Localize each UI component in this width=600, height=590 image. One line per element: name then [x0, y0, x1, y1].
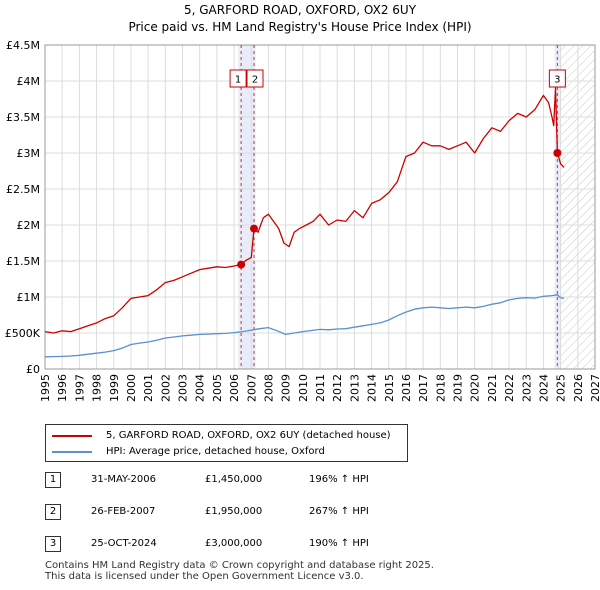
- x-tick-label: 2003: [177, 374, 190, 402]
- x-tick-label: 2001: [142, 374, 155, 402]
- sale-number-badge: 1: [45, 472, 61, 488]
- x-tick-label: 2005: [211, 374, 224, 402]
- x-tick-label: 2013: [348, 374, 361, 402]
- series-line-property: [44, 87, 565, 334]
- sale-hpi-change: 267% ↑ HPI: [309, 506, 369, 517]
- x-tick-label: 2000: [125, 374, 138, 402]
- x-tick-label: 1995: [39, 374, 52, 402]
- sale-number-label: 1: [235, 75, 241, 86]
- series-line-hpi: [44, 294, 565, 358]
- chart-legend: 5, GARFORD ROAD, OXFORD, OX2 6UY (detach…: [45, 424, 408, 462]
- x-tick-label: 2027: [589, 374, 600, 402]
- x-tick-label: 2020: [469, 374, 482, 402]
- x-tick-label: 2017: [417, 374, 430, 402]
- x-tick-label: 2025: [555, 374, 568, 402]
- y-tick-label: £2.5M: [6, 183, 40, 196]
- legend-label-property: 5, GARFORD ROAD, OXFORD, OX2 6UY (detach…: [106, 430, 391, 441]
- x-tick-label: 2006: [228, 374, 241, 402]
- x-tick-label: 2009: [280, 374, 293, 402]
- sale-number-badge: 3: [45, 536, 61, 552]
- sale-number-marker: 3: [548, 69, 566, 88]
- x-tick-label: 1996: [56, 374, 69, 402]
- y-tick-label: £3.5M: [6, 111, 40, 124]
- x-tick-label: 2004: [194, 374, 207, 402]
- x-tick-label: 2012: [331, 374, 344, 402]
- sale-row: 1 31-MAY-2006 £1,450,000 196% ↑ HPI: [45, 472, 465, 492]
- sale-number-marker: 1: [229, 69, 247, 88]
- sale-number-badge: 2: [45, 504, 61, 520]
- sale-hpi-change: 196% ↑ HPI: [309, 474, 369, 485]
- plot-frame: [44, 44, 596, 370]
- legend-swatch-hpi: [52, 451, 92, 453]
- chart-subtitle: Price paid vs. HM Land Registry's House …: [128, 20, 471, 34]
- chart-title: 5, GARFORD ROAD, OXFORD, OX2 6UY: [184, 3, 417, 17]
- price-chart: 5, GARFORD ROAD, OXFORD, OX2 6UY Price p…: [5, 3, 600, 402]
- y-tick-label: £2M: [17, 219, 41, 232]
- y-tick-label: £1M: [17, 291, 41, 304]
- y-tick-label: £4.5M: [6, 39, 40, 52]
- sale-number-box: [548, 69, 566, 88]
- x-tick-label: 2026: [572, 374, 585, 402]
- y-tick-label: £3M: [17, 147, 41, 160]
- sale-point: [250, 224, 258, 233]
- y-tick-label: £0: [26, 363, 40, 376]
- sale-number-box: [246, 69, 264, 88]
- sale-date: 25-OCT-2024: [91, 538, 157, 549]
- legend-swatch-property: [52, 435, 92, 437]
- x-tick-label: 2015: [383, 374, 396, 402]
- footer-attribution: Contains HM Land Registry data © Crown c…: [45, 560, 434, 582]
- sale-date: 31-MAY-2006: [91, 474, 157, 485]
- sale-row: 3 25-OCT-2024 £3,000,000 190% ↑ HPI: [45, 536, 465, 556]
- x-tick-label: 2010: [297, 374, 310, 402]
- sale-price: £1,450,000: [205, 474, 263, 485]
- x-tick-label: 2019: [452, 374, 465, 402]
- x-tick-label: 2021: [486, 374, 499, 402]
- sale-row: 2 26-FEB-2007 £1,950,000 267% ↑ HPI: [45, 504, 465, 524]
- sale-number-marker: 2: [246, 69, 264, 88]
- x-tick-label: 2018: [434, 374, 447, 402]
- x-tick-label: 2023: [520, 374, 533, 402]
- y-tick-label: £4M: [17, 75, 41, 88]
- sale-price: £1,950,000: [205, 506, 263, 517]
- x-tick-label: 2014: [366, 374, 379, 402]
- sale-date: 26-FEB-2007: [91, 506, 156, 517]
- sale-price: £3,000,000: [205, 538, 263, 549]
- x-tick-label: 2007: [245, 374, 258, 402]
- sale-hpi-change: 190% ↑ HPI: [309, 538, 369, 549]
- footer-line-copyright: Contains HM Land Registry data © Crown c…: [45, 560, 434, 571]
- x-tick-label: 2008: [262, 374, 275, 402]
- footer-line-licence: This data is licensed under the Open Gov…: [45, 571, 364, 582]
- x-tick-label: 2022: [503, 374, 516, 402]
- x-tick-label: 2002: [159, 374, 172, 402]
- x-tick-label: 2024: [537, 374, 550, 402]
- sale-number-label: 3: [554, 75, 560, 86]
- x-tick-label: 2011: [314, 374, 327, 402]
- x-tick-label: 1998: [91, 374, 104, 402]
- x-tick-label: 1997: [73, 374, 86, 402]
- x-tick-label: 2016: [400, 374, 413, 402]
- x-tick-label: 1999: [108, 374, 121, 402]
- y-tick-label: £1.5M: [6, 255, 40, 268]
- sale-number-box: [229, 69, 247, 88]
- sale-point: [553, 149, 562, 157]
- sale-point: [237, 260, 246, 269]
- legend-label-hpi: HPI: Average price, detached house, Oxfo…: [106, 446, 325, 457]
- y-tick-label: £500K: [5, 327, 41, 340]
- sale-number-label: 2: [252, 75, 258, 86]
